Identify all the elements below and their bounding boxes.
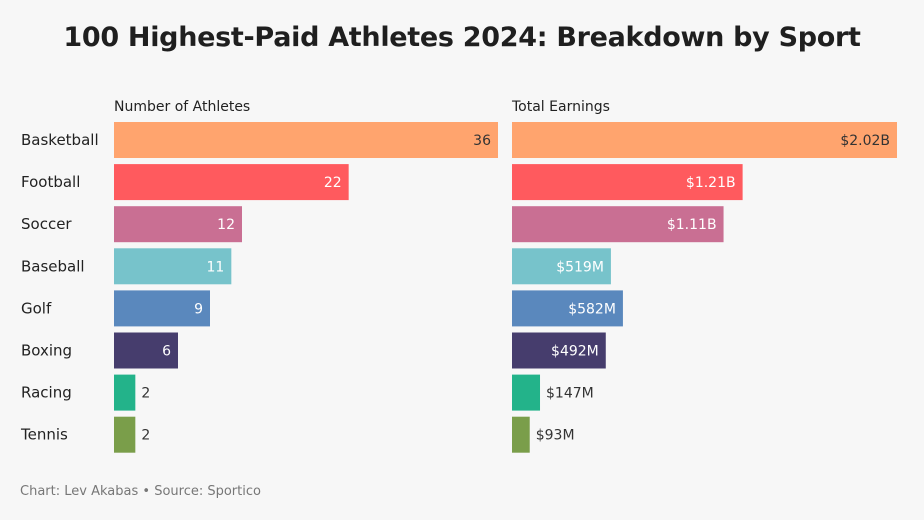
value-label-earnings-baseball: $519M bbox=[556, 259, 604, 275]
bar-athletes-tennis bbox=[114, 416, 136, 453]
value-label-earnings-basketball: $2.02B bbox=[840, 133, 890, 149]
bar-athletes-soccer bbox=[114, 206, 242, 243]
chart-title: 100 Highest-Paid Athletes 2024: Breakdow… bbox=[63, 22, 861, 53]
chart-source: Source: Sportico bbox=[154, 484, 261, 499]
value-label-athletes-soccer: 12 bbox=[217, 217, 235, 233]
category-label-soccer: Soccer bbox=[21, 215, 72, 233]
value-label-athletes-racing: 2 bbox=[141, 386, 150, 402]
bar-earnings-golf bbox=[512, 290, 623, 327]
panel-header-athletes: Number of Athletes bbox=[114, 99, 250, 115]
bar-earnings-basketball bbox=[512, 122, 897, 158]
category-label-boxing: Boxing bbox=[21, 342, 72, 360]
value-label-athletes-golf: 9 bbox=[194, 301, 203, 317]
chart-footer: Chart: Lev Akabas • Source: Sportico bbox=[20, 484, 261, 499]
category-label-football: Football bbox=[21, 173, 80, 191]
category-label-basketball: Basketball bbox=[21, 131, 99, 149]
value-label-athletes-football: 22 bbox=[324, 175, 342, 191]
bar-athletes-football bbox=[114, 164, 349, 201]
value-label-earnings-racing: $147M bbox=[546, 386, 594, 402]
value-label-earnings-boxing: $492M bbox=[551, 344, 599, 360]
chart-credit: Chart: Lev Akabas bbox=[20, 484, 139, 499]
bar-athletes-golf bbox=[114, 290, 210, 327]
bar-earnings-tennis bbox=[512, 416, 530, 453]
bar-earnings-racing bbox=[512, 374, 541, 411]
bar-athletes-boxing bbox=[114, 332, 178, 369]
bar-athletes-racing bbox=[114, 374, 136, 411]
bar-earnings-baseball bbox=[512, 248, 611, 285]
value-label-athletes-boxing: 6 bbox=[162, 344, 171, 360]
value-label-earnings-tennis: $93M bbox=[536, 428, 575, 444]
footer-separator: • bbox=[142, 484, 151, 499]
bar-athletes-baseball bbox=[114, 248, 232, 285]
value-label-earnings-soccer: $1.11B bbox=[667, 217, 717, 233]
category-label-racing: Racing bbox=[21, 384, 72, 402]
category-label-baseball: Baseball bbox=[21, 257, 85, 275]
bar-athletes-basketball bbox=[114, 122, 498, 158]
value-label-athletes-tennis: 2 bbox=[141, 428, 150, 444]
value-label-earnings-football: $1.21B bbox=[686, 175, 736, 191]
panel-header-earnings: Total Earnings bbox=[511, 99, 610, 115]
bar-earnings-boxing bbox=[512, 332, 606, 369]
category-label-golf: Golf bbox=[21, 299, 52, 317]
value-label-earnings-golf: $582M bbox=[568, 301, 616, 317]
value-label-athletes-baseball: 11 bbox=[207, 259, 225, 275]
bar-earnings-football bbox=[512, 164, 743, 201]
value-label-athletes-basketball: 36 bbox=[473, 133, 491, 149]
bar-earnings-soccer bbox=[512, 206, 724, 243]
category-label-tennis: Tennis bbox=[20, 426, 68, 444]
